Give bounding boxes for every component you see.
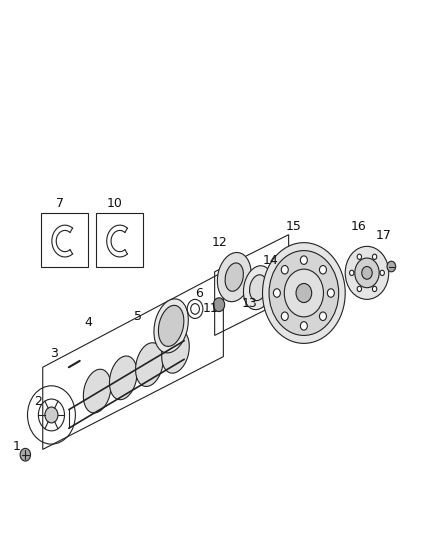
Ellipse shape bbox=[162, 329, 189, 373]
Circle shape bbox=[362, 266, 372, 279]
Circle shape bbox=[345, 246, 389, 300]
Circle shape bbox=[281, 265, 288, 274]
Text: 17: 17 bbox=[375, 229, 392, 242]
Ellipse shape bbox=[83, 369, 111, 413]
Text: 16: 16 bbox=[350, 220, 366, 233]
Text: 12: 12 bbox=[212, 236, 228, 249]
Ellipse shape bbox=[225, 263, 244, 291]
Circle shape bbox=[45, 407, 58, 423]
Circle shape bbox=[273, 289, 280, 297]
Circle shape bbox=[213, 298, 225, 312]
Ellipse shape bbox=[244, 266, 273, 310]
Ellipse shape bbox=[159, 305, 184, 346]
Circle shape bbox=[281, 312, 288, 320]
Circle shape bbox=[20, 448, 31, 461]
Text: 7: 7 bbox=[56, 197, 64, 211]
Text: 6: 6 bbox=[195, 287, 203, 300]
Circle shape bbox=[372, 286, 377, 292]
Circle shape bbox=[327, 289, 334, 297]
Circle shape bbox=[284, 269, 323, 317]
Text: 14: 14 bbox=[262, 254, 278, 266]
Circle shape bbox=[262, 243, 345, 343]
Circle shape bbox=[380, 270, 385, 276]
Ellipse shape bbox=[154, 299, 188, 353]
Text: 13: 13 bbox=[242, 297, 258, 310]
Circle shape bbox=[387, 261, 396, 272]
Circle shape bbox=[319, 312, 326, 320]
Ellipse shape bbox=[135, 343, 163, 386]
Text: 1: 1 bbox=[13, 440, 21, 453]
Circle shape bbox=[300, 321, 307, 330]
Circle shape bbox=[269, 251, 339, 335]
Circle shape bbox=[296, 284, 312, 303]
Text: 4: 4 bbox=[85, 316, 92, 329]
Circle shape bbox=[350, 270, 354, 276]
Ellipse shape bbox=[110, 356, 137, 400]
Text: 5: 5 bbox=[134, 310, 142, 324]
Text: 11: 11 bbox=[202, 302, 218, 316]
Circle shape bbox=[372, 254, 377, 260]
Text: 10: 10 bbox=[106, 197, 123, 211]
Circle shape bbox=[300, 256, 307, 264]
Text: 15: 15 bbox=[286, 220, 302, 233]
Circle shape bbox=[357, 286, 361, 292]
Ellipse shape bbox=[250, 275, 267, 301]
Ellipse shape bbox=[217, 253, 251, 302]
Text: 3: 3 bbox=[50, 348, 58, 360]
Circle shape bbox=[357, 254, 361, 260]
Text: 2: 2 bbox=[35, 395, 42, 408]
Circle shape bbox=[319, 265, 326, 274]
Circle shape bbox=[355, 258, 379, 288]
